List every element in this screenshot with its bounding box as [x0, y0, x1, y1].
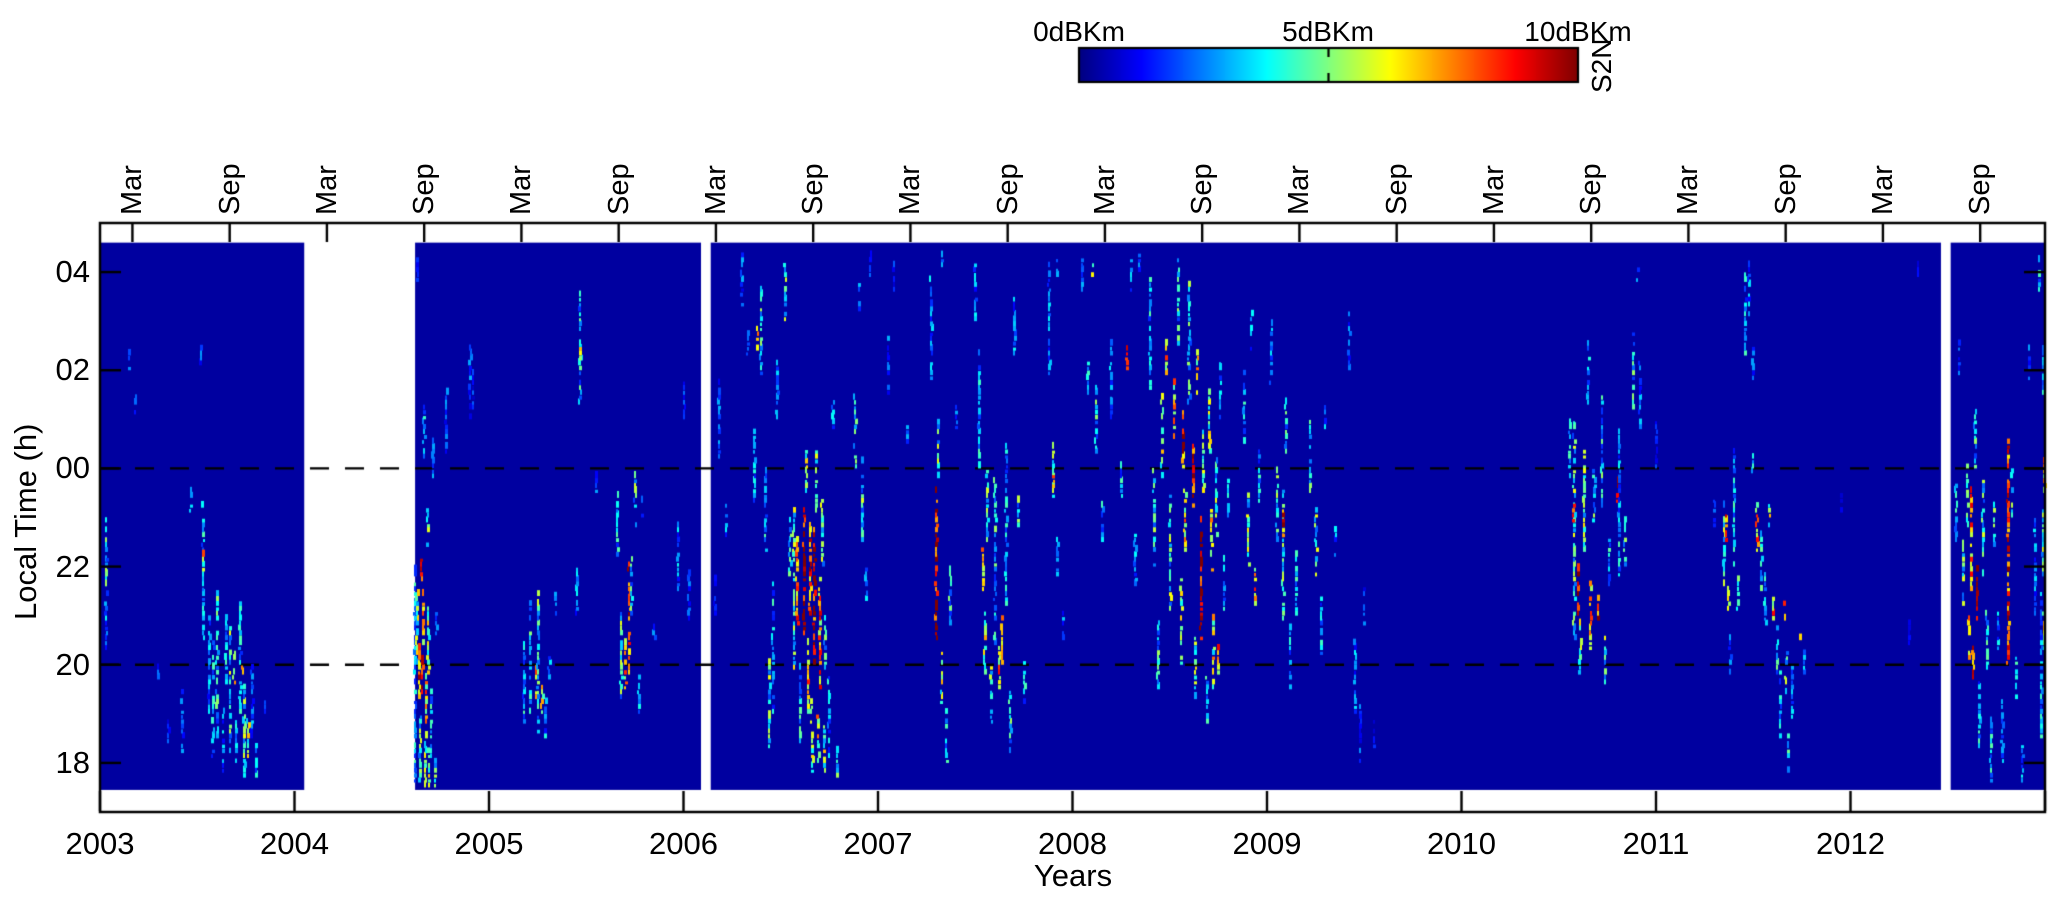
month-tick-label: Sep: [1769, 163, 1802, 215]
colorbar-axis-label: S2N: [1586, 38, 1617, 94]
x-tick-label: 2004: [260, 826, 329, 861]
y-axis-label: Local Time (h): [8, 423, 43, 621]
month-tick-label: Sep: [797, 163, 830, 215]
month-tick-label: Sep: [1964, 163, 1997, 215]
colorbar-tick-label-10: 10dBKm: [1524, 16, 1632, 47]
x-tick-label: 2012: [1816, 826, 1885, 861]
month-tick-label: Mar: [1477, 165, 1510, 215]
month-tick-label: Mar: [1283, 165, 1316, 215]
month-tick-label: Mar: [1088, 165, 1121, 215]
y-tick-label: 20: [55, 646, 90, 682]
month-tick-label: Mar: [1672, 165, 1705, 215]
month-tick-label: Sep: [1380, 163, 1413, 215]
y-tick-label: 18: [55, 744, 90, 780]
x-tick-label: 2003: [65, 826, 135, 861]
month-tick-label: Sep: [1575, 163, 1608, 215]
colorbar-tick-label-0: 0dBKm: [1033, 16, 1125, 47]
x-tick-label: 2008: [1038, 826, 1107, 861]
y-tick-label: 22: [55, 548, 90, 584]
month-tick-label: Mar: [894, 165, 927, 215]
month-tick-label: Mar: [310, 165, 343, 215]
y-tick-label: 04: [55, 254, 90, 290]
x-tick-label: 2010: [1427, 826, 1496, 861]
month-tick-label: Mar: [1866, 165, 1899, 215]
x-tick-label: 2005: [454, 826, 524, 861]
x-tick-label: 2006: [649, 826, 718, 861]
x-tick-label: 2009: [1232, 826, 1302, 861]
month-tick-label: Mar: [505, 165, 538, 215]
month-tick-label: Sep: [408, 163, 441, 215]
month-tick-label: Sep: [1186, 163, 1219, 215]
colorbar-tick-label-5: 5dBKm: [1282, 16, 1374, 47]
x-axis-label: Years: [1033, 858, 1113, 893]
x-tick-label: 2007: [843, 826, 913, 861]
month-tick-label: Sep: [213, 163, 246, 215]
month-tick-label: Mar: [699, 165, 732, 215]
month-tick-label: Mar: [116, 165, 149, 215]
y-tick-label: 02: [55, 352, 90, 388]
y-tick-label: 00: [55, 450, 90, 486]
month-tick-label: Sep: [991, 163, 1024, 215]
x-tick-label: 2011: [1622, 826, 1690, 861]
month-tick-label: Sep: [602, 163, 635, 215]
